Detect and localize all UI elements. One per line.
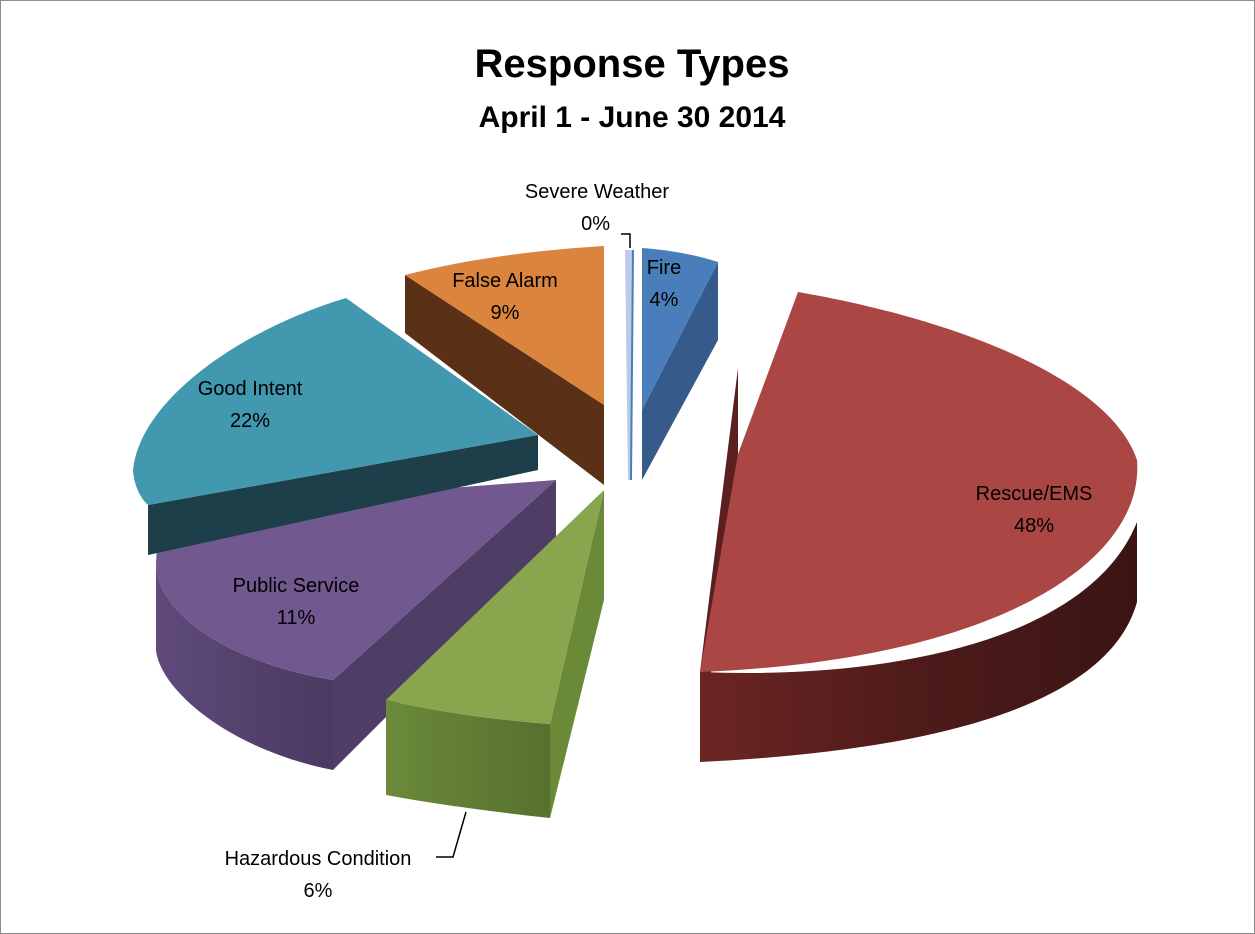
slice-good-intent-side-front xyxy=(148,435,538,555)
slice-hazardous-condition-side xyxy=(386,700,550,818)
slice-fire xyxy=(642,248,718,480)
slice-hazardous-condition-side-right xyxy=(550,490,604,818)
slice-rescue-ems-side xyxy=(700,522,1137,762)
slice-false-alarm xyxy=(405,246,604,485)
data-label-fire-value: 4% xyxy=(650,289,679,311)
data-label-severe-weather-name: Severe Weather xyxy=(525,181,669,203)
slice-rescue-ems xyxy=(700,292,1138,762)
slice-false-alarm-top xyxy=(405,246,604,405)
data-labels: Fire 4% Rescue/EMS 48% Hazardous Condition 6%… xyxy=(198,181,1093,902)
slice-hazardous-condition-top xyxy=(386,490,604,724)
slice-fire-side-right xyxy=(642,262,718,480)
data-label-good-intent-value: 22% xyxy=(230,410,270,432)
slice-severe-weather xyxy=(625,249,634,481)
data-label-false-alarm-name: False Alarm xyxy=(452,270,558,292)
data-label-hazardous-condition-name: Hazardous Condition xyxy=(225,848,412,870)
slice-false-alarm-side-left xyxy=(405,275,604,485)
slice-good-intent-top xyxy=(133,298,538,505)
chart-subtitle: April 1 - June 30 2014 xyxy=(479,101,786,134)
slice-public-service-side xyxy=(156,566,333,770)
data-label-false-alarm-value: 9% xyxy=(491,302,520,324)
slice-good-intent xyxy=(133,298,538,555)
data-label-public-service-value: 11% xyxy=(277,607,316,629)
leader-line-hazardous-condition xyxy=(436,811,467,858)
slice-severe-weather-edge xyxy=(630,249,634,481)
data-label-rescue-ems-value: 48% xyxy=(1014,515,1054,537)
slice-rescue-ems-top xyxy=(700,292,1138,672)
data-label-hazardous-condition-value: 6% xyxy=(304,880,333,902)
data-label-severe-weather-value: 0% xyxy=(581,213,610,235)
data-label-rescue-ems-name: Rescue/EMS xyxy=(976,483,1093,505)
chart-titles: Response Types April 1 - June 30 2014 xyxy=(475,42,790,134)
data-label-public-service-name: Public Service xyxy=(233,575,360,597)
chart-title: Response Types xyxy=(475,42,790,86)
leader-lines xyxy=(436,233,631,858)
data-label-good-intent-name: Good Intent xyxy=(198,378,303,400)
slice-fire-top xyxy=(642,248,718,410)
data-label-fire-name: Fire xyxy=(647,257,681,279)
leader-line-severe-weather xyxy=(621,233,631,248)
slice-hazardous-condition xyxy=(386,490,604,818)
pie-slices xyxy=(133,246,1138,818)
